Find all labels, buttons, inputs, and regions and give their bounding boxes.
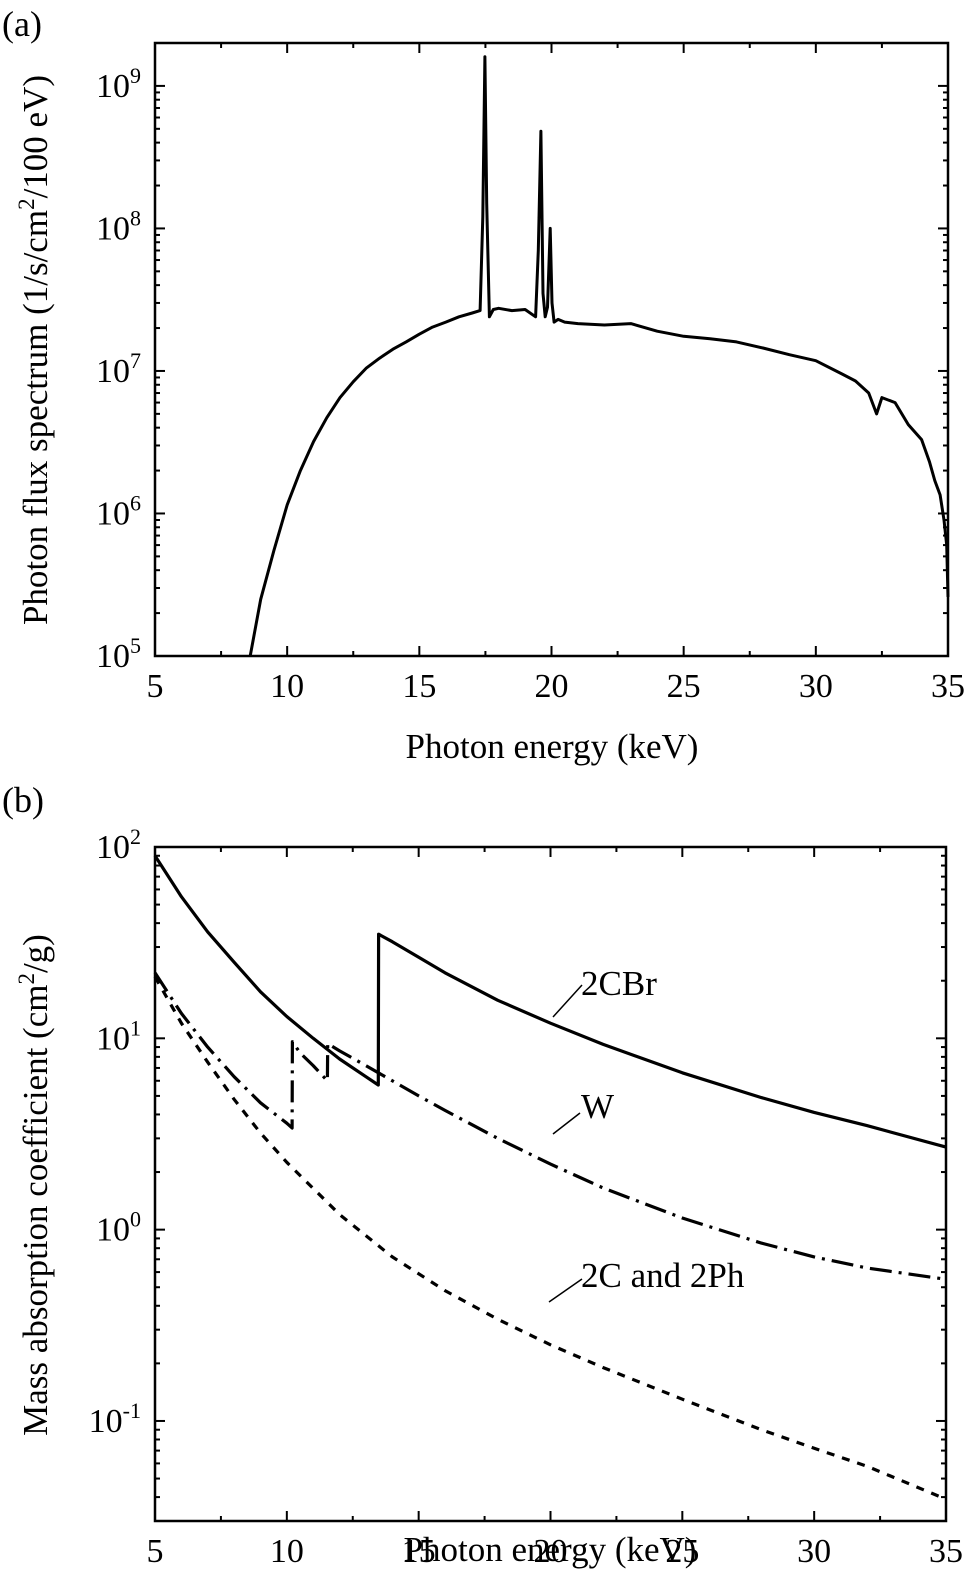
y-tick-label: 107 — [96, 348, 141, 390]
x-tick-label: 25 — [665, 1533, 699, 1570]
series-line-2c-and-2ph — [153, 975, 947, 1501]
series-annotation: 2CBr — [581, 964, 657, 1003]
series-line-w — [153, 971, 947, 1281]
y-tick-label: 106 — [96, 490, 141, 532]
spectrum-line — [248, 55, 950, 657]
x-tick-label: 10 — [270, 668, 304, 705]
series-annotation: W — [581, 1087, 614, 1126]
ticks-a: 5 10 15 20 25 30 35 105 106 107 108 109 — [96, 43, 965, 705]
plot-frame-b — [153, 845, 948, 1523]
y-axis-title-a-part1: Photon flux spectrum (1/s/cm — [16, 210, 55, 625]
y-axis-title-b-part1: Mass absorption coefficient (cm — [16, 985, 55, 1436]
y-tick-label: 101 — [96, 1015, 141, 1057]
y-axis-title-a: Photon flux spectrum (1/s/cm2/100 eV) — [14, 75, 55, 625]
ticks-b: 5 10 15 20 25 30 35 10-1 100 101 102 — [89, 824, 963, 1570]
x-tick-label: 30 — [799, 668, 833, 705]
y-tick-label: 102 — [96, 824, 141, 866]
y-axis-title-b-part2: /g) — [16, 934, 55, 973]
x-tick-label: 35 — [929, 1533, 963, 1570]
data-area-b — [153, 854, 947, 1501]
y-axis-title-a-part2: /100 eV) — [16, 75, 55, 198]
series-annotation: 2C and 2Ph — [581, 1256, 745, 1295]
x-tick-label: 20 — [534, 1533, 568, 1570]
annotation-leader — [552, 1112, 581, 1135]
x-tick-label: 35 — [931, 668, 965, 705]
y-tick-label: 105 — [96, 633, 141, 675]
panel-b: (b) 5 10 15 20 25 30 35 10-1 100 101 102 2CBr W 2C a… — [2, 780, 963, 1570]
x-tick-label: 15 — [402, 1533, 436, 1570]
panel-a: (a) 5 10 15 20 25 30 35 105 106 107 108 109 Photon … — [2, 4, 965, 766]
y-tick-label: 100 — [96, 1207, 141, 1249]
annotation-leader — [548, 1278, 583, 1303]
panel-label-b: (b) — [2, 780, 44, 820]
y-axis-title-b: Mass absorption coefficient (cm2/g) — [14, 934, 55, 1436]
annotations-b: 2CBr W 2C and 2Ph — [548, 964, 745, 1303]
y-tick-label: 108 — [96, 205, 141, 247]
y-tick-label: 109 — [96, 63, 141, 105]
x-tick-label: 20 — [535, 668, 569, 705]
x-tick-label: 5 — [147, 1533, 164, 1570]
x-tick-label: 5 — [147, 668, 164, 705]
y-axis-title-b-sup: 2 — [14, 973, 39, 985]
x-tick-label: 10 — [270, 1533, 304, 1570]
y-axis-title-a-sup: 2 — [14, 198, 39, 210]
data-area-a — [248, 55, 950, 657]
panel-label-a: (a) — [2, 4, 42, 44]
plot-frame-a — [153, 41, 950, 658]
series-line-2cbr — [153, 854, 947, 1149]
x-tick-label: 30 — [797, 1533, 831, 1570]
x-axis-title-b: Photon energy (keV) — [404, 1530, 697, 1569]
x-tick-label: 25 — [667, 668, 701, 705]
x-tick-label: 15 — [402, 668, 436, 705]
y-tick-label: 10-1 — [89, 1398, 141, 1440]
annotation-leader — [552, 984, 583, 1018]
x-axis-title-a: Photon energy (keV) — [406, 727, 699, 766]
